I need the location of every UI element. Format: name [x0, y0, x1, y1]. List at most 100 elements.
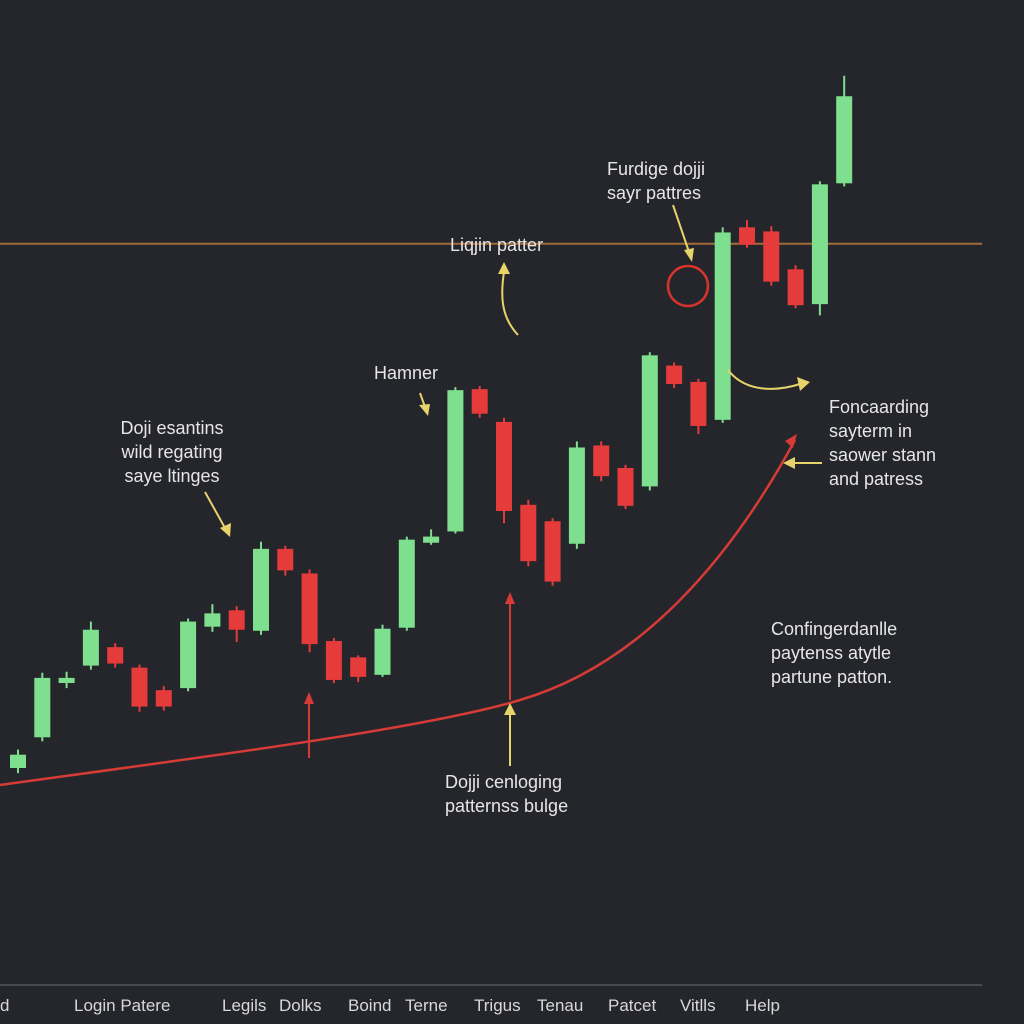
annotation-line: Hamner [374, 363, 438, 383]
candle-33 [811, 181, 828, 316]
candle-body [666, 365, 683, 384]
candle-14 [350, 655, 367, 682]
arrow-red-2 [505, 592, 515, 700]
candle-body [155, 690, 172, 707]
candle-3 [82, 621, 99, 670]
arrow-furdige [672, 204, 694, 262]
candles-group [10, 75, 853, 774]
trend-curve [0, 439, 797, 787]
arrow-foncaarding-curve [727, 369, 810, 391]
arrow-shaft [501, 271, 519, 336]
chart-guides [0, 242, 982, 986]
candle-23 [568, 441, 585, 549]
candle-4 [107, 643, 124, 668]
candle-body [350, 657, 367, 677]
candle-9 [228, 606, 245, 643]
arrow-head [797, 377, 810, 391]
annotation-liqjin: Liqjin patter [450, 235, 543, 255]
candle-27 [666, 362, 683, 389]
candle-25 [617, 464, 634, 509]
candle-body [714, 232, 731, 420]
arrow-shaft [204, 491, 226, 529]
candle-31 [763, 226, 780, 286]
annotation-confinger: Confingerdanlle paytenss atytle partune pa… [771, 619, 897, 687]
arrow-head [304, 692, 314, 704]
annotation-furdige: Furdige dojji sayr pattres [607, 159, 705, 203]
arrow-head [505, 592, 515, 604]
x-axis: d Login Patere Legils Dolks Boind Terne Trigus… [0, 996, 780, 1015]
annotation-line: Confingerdanlle [771, 619, 897, 639]
candle-body [58, 677, 75, 684]
annotation-line: saye ltinges [124, 466, 219, 486]
annotation-line: Liqjin patter [450, 235, 543, 255]
candle-body [811, 184, 828, 305]
annotation-line: Furdige dojji [607, 159, 705, 179]
annotation-hamner: Hamner [374, 363, 438, 383]
candle-6 [155, 686, 172, 711]
candle-21 [520, 499, 537, 567]
candle-body [496, 421, 512, 511]
arrow-head [220, 523, 231, 537]
annotation-line: Foncaarding [829, 397, 929, 417]
x-axis-label-2[interactable]: Legils [222, 996, 266, 1015]
x-axis-label-5[interactable]: Terne [405, 996, 448, 1015]
annotation-line: wild regating [120, 442, 222, 462]
arrow-liqjin [498, 262, 519, 336]
annotation-line: sayterm in [829, 421, 912, 441]
candle-1 [34, 672, 51, 742]
candle-29 [714, 227, 731, 423]
candle-30 [739, 220, 755, 248]
x-axis-label-6[interactable]: Trigus [474, 996, 521, 1015]
x-axis-label-4[interactable]: Boind [348, 996, 391, 1015]
trend-curve-arrowhead [785, 434, 797, 448]
arrow-doji-bottom [504, 703, 516, 766]
candle-17 [423, 529, 440, 545]
candle-body [82, 629, 99, 666]
x-axis-label-3[interactable]: Dolks [279, 996, 322, 1015]
candle-20 [496, 417, 512, 524]
candle-body [423, 536, 440, 543]
candle-body [107, 647, 124, 664]
candle-body [617, 467, 634, 506]
annotation-line: sayr pattres [607, 183, 701, 203]
candle-body [204, 613, 221, 627]
annotation-line: Doji esantins [120, 418, 223, 438]
candle-5 [131, 664, 148, 712]
x-axis-label-8[interactable]: Patcet [608, 996, 656, 1015]
x-axis-label-9[interactable]: Vitlls [680, 996, 716, 1015]
candle-11 [277, 545, 294, 576]
annotation-line: saower stann [829, 445, 936, 465]
candle-15 [374, 624, 391, 677]
candle-16 [398, 536, 415, 631]
candle-32 [787, 265, 804, 309]
arrow-head [684, 248, 694, 262]
candle-body [787, 269, 804, 306]
arrow-head [419, 404, 430, 416]
candle-body [325, 641, 342, 680]
annotation-line: paytenss atytle [771, 643, 891, 663]
candle-body [253, 548, 269, 631]
annotations-group: Furdige dojji sayr pattres Liqjin patter Ha… [120, 159, 936, 816]
candle-body [10, 754, 26, 768]
candle-2 [58, 671, 75, 689]
candle-body [301, 573, 318, 645]
arrow-head [498, 262, 510, 274]
candle-body [277, 548, 294, 571]
x-axis-label-1[interactable]: Login Patere [74, 996, 170, 1015]
x-axis-label-7[interactable]: Tenau [537, 996, 583, 1015]
annotation-doji-left: Doji esantins wild regating saye ltinges [120, 418, 223, 486]
candle-0 [10, 749, 26, 774]
candle-26 [641, 352, 658, 491]
doji-highlight-circle [666, 264, 710, 308]
arrow-head [783, 457, 795, 469]
x-axis-label-0[interactable]: d [0, 996, 9, 1015]
x-axis-label-10[interactable]: Help [745, 996, 780, 1015]
arrow-doji-left [204, 491, 231, 537]
annotation-line: partune patton. [771, 667, 892, 687]
candle-body [374, 628, 391, 675]
candle-body [34, 677, 51, 738]
annotation-line: and patress [829, 469, 923, 489]
candle-body [131, 667, 148, 707]
arrow-shaft [727, 369, 801, 390]
